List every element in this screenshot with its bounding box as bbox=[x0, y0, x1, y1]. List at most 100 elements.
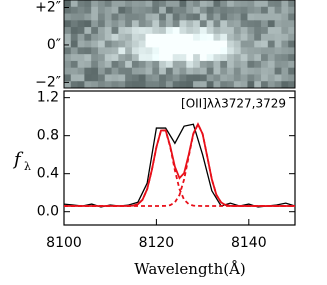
image-pixel bbox=[193, 60, 201, 69]
image-pixel bbox=[233, 47, 242, 55]
image-pixel bbox=[104, 60, 113, 69]
image-pixel bbox=[91, 40, 99, 48]
image-pixel bbox=[145, 33, 153, 42]
image-pixel bbox=[145, 54, 153, 62]
image-pixel bbox=[220, 13, 228, 21]
image-pixel bbox=[91, 54, 99, 62]
image-pixel bbox=[254, 27, 262, 35]
image-pixel bbox=[206, 74, 214, 82]
image-pixel bbox=[288, 60, 296, 69]
image-pixel bbox=[91, 20, 99, 28]
image-pixel bbox=[186, 74, 194, 82]
image-pixel bbox=[199, 67, 208, 75]
image-pixel bbox=[138, 27, 147, 35]
image-pixel bbox=[125, 6, 133, 15]
image-pixel bbox=[288, 54, 296, 62]
image-pixel bbox=[125, 67, 133, 75]
image-pixel bbox=[138, 20, 147, 28]
image-pixel bbox=[111, 33, 119, 42]
image-pixel bbox=[77, 13, 85, 21]
series-line bbox=[64, 122, 295, 207]
image-pixel bbox=[247, 33, 255, 42]
image-pixel bbox=[247, 20, 255, 28]
image-pixel bbox=[64, 6, 72, 15]
image-pixel bbox=[111, 60, 119, 69]
image-pixel bbox=[213, 54, 221, 62]
image-pixel bbox=[84, 40, 92, 48]
image-pixel bbox=[138, 67, 147, 75]
image-pixel bbox=[165, 60, 174, 69]
y-tick-label: 0.0 bbox=[37, 204, 59, 220]
image-pixel bbox=[125, 0, 133, 8]
image-pixel bbox=[125, 47, 133, 55]
image-pixel bbox=[152, 81, 160, 89]
image-pixel bbox=[172, 6, 180, 15]
image-pixel bbox=[193, 74, 201, 82]
image-pixel bbox=[138, 0, 147, 8]
image-pixel bbox=[186, 6, 194, 15]
image-pixel bbox=[274, 67, 282, 75]
image-pixel bbox=[131, 81, 140, 89]
image-pixel bbox=[206, 47, 214, 55]
image-pixel bbox=[84, 13, 92, 21]
image-pixel bbox=[172, 0, 180, 8]
image-pixel bbox=[261, 54, 269, 62]
image-frame bbox=[63, 0, 296, 89]
image-pixel bbox=[186, 47, 194, 55]
image-pixel bbox=[118, 47, 126, 55]
image-pixel bbox=[118, 81, 126, 89]
image-pixel bbox=[254, 0, 262, 8]
image-pixel bbox=[267, 27, 276, 35]
image-pixel bbox=[145, 27, 153, 35]
image-pixel bbox=[206, 33, 214, 42]
image-pixel bbox=[274, 54, 282, 62]
image-pixel bbox=[64, 54, 72, 62]
image-pixel bbox=[159, 60, 167, 69]
image-pixel bbox=[111, 13, 119, 21]
image-pixel bbox=[261, 40, 269, 48]
image-pixel bbox=[91, 81, 99, 89]
image-pixel bbox=[159, 13, 167, 21]
image-pixel bbox=[152, 47, 160, 55]
image-pixel bbox=[281, 67, 289, 75]
image-pixel bbox=[274, 0, 282, 8]
image-pixel bbox=[274, 60, 282, 69]
image-pixel bbox=[64, 47, 72, 55]
image-pixel bbox=[220, 6, 228, 15]
image-pixel bbox=[179, 67, 187, 75]
image-pixel bbox=[111, 47, 119, 55]
image-pixel bbox=[84, 47, 92, 55]
image-pixel bbox=[199, 20, 208, 28]
image-pixel bbox=[97, 13, 106, 21]
image-pixel bbox=[261, 60, 269, 69]
image-pixel bbox=[247, 74, 255, 82]
image-pixel bbox=[91, 33, 99, 42]
image-pixel bbox=[84, 60, 92, 69]
image-pixel bbox=[233, 33, 242, 42]
image-pixel bbox=[288, 40, 296, 48]
image-pixel bbox=[220, 0, 228, 8]
image-pixel bbox=[179, 81, 187, 89]
image-pixel bbox=[240, 54, 248, 62]
image-pixel bbox=[131, 40, 140, 48]
image-pixel bbox=[159, 0, 167, 8]
y-axis-label: f bbox=[12, 149, 24, 170]
image-pixel bbox=[97, 0, 106, 8]
image-pixel bbox=[227, 60, 235, 69]
image-pixel bbox=[267, 20, 276, 28]
image-pixel bbox=[111, 27, 119, 35]
image-pixel bbox=[213, 27, 221, 35]
image-pixel bbox=[125, 27, 133, 35]
image-pixel bbox=[261, 47, 269, 55]
image-pixel bbox=[267, 13, 276, 21]
image-pixel bbox=[288, 13, 296, 21]
image-pixel bbox=[77, 81, 85, 89]
image-pixel bbox=[172, 13, 180, 21]
x-tick-label: 8120 bbox=[139, 235, 175, 251]
image-pixel bbox=[274, 81, 282, 89]
image-pixel bbox=[138, 6, 147, 15]
image-pixel bbox=[274, 74, 282, 82]
image-pixel bbox=[104, 33, 113, 42]
x-tick-label: 8140 bbox=[231, 235, 267, 251]
image-pixel bbox=[206, 6, 214, 15]
